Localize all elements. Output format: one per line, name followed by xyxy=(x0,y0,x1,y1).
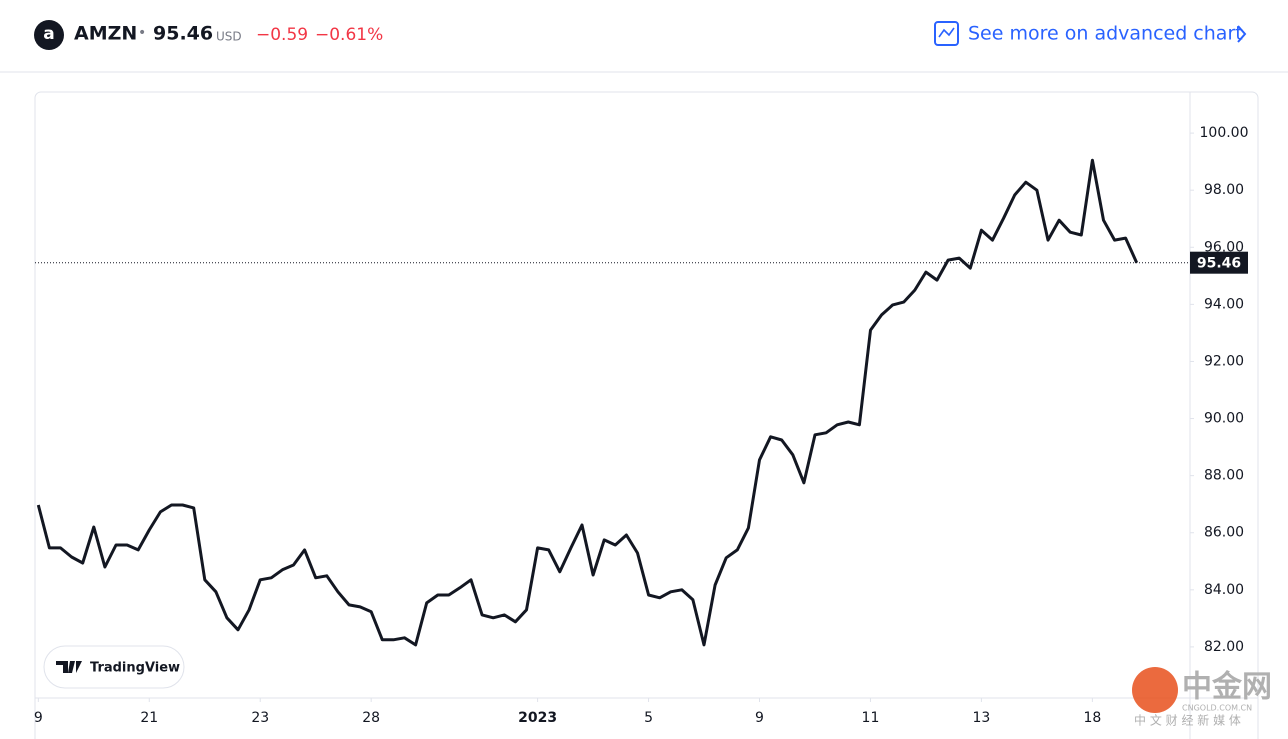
last-price-tag xyxy=(1190,251,1248,274)
advanced-chart-link[interactable]: See more on advanced chart xyxy=(968,23,1243,45)
x-tick-label: 13 xyxy=(972,710,990,726)
watermark-tagline: 中 文 财 经 新 媒 体 xyxy=(1134,713,1241,728)
separator: • xyxy=(138,25,146,41)
y-tick-label: 84.00 xyxy=(1204,582,1244,598)
chart-icon-line xyxy=(938,27,955,38)
y-tick-label: 86.00 xyxy=(1204,525,1244,541)
x-tick-label: 9 xyxy=(34,710,43,726)
badge xyxy=(43,645,185,689)
y-tick-label: 88.00 xyxy=(1204,468,1244,484)
symbol: AMZN xyxy=(74,23,137,45)
x-tick-label: 28 xyxy=(362,710,380,726)
x-tick-label: 5 xyxy=(644,710,653,726)
y-tick-label: 90.00 xyxy=(1204,411,1244,427)
watermark-site: CNGOLD.COM.CN xyxy=(1182,704,1252,713)
x-tick-label: 23 xyxy=(251,710,269,726)
watermark-brand: 中金网 xyxy=(1182,670,1272,705)
x-tick-label: 18 xyxy=(1083,710,1101,726)
badge-logo xyxy=(56,661,82,673)
chart-icon[interactable] xyxy=(934,21,959,46)
x-tick-label: 21 xyxy=(140,710,158,726)
last-price-label: 95.46 xyxy=(1197,256,1241,272)
y-tick-label: 100.00 xyxy=(1200,125,1249,141)
logo xyxy=(34,20,64,50)
change: −0.59 xyxy=(256,25,308,45)
chevron xyxy=(1237,25,1247,43)
currency: USD xyxy=(216,30,242,44)
change-percent: −0.61% xyxy=(315,25,383,45)
price-line xyxy=(36,158,1139,647)
chart-frame xyxy=(34,91,1259,739)
y-tick-label: 96.00 xyxy=(1204,239,1244,255)
badge-text: TradingView xyxy=(90,661,180,676)
y-tick-label: 82.00 xyxy=(1204,639,1244,655)
plot: 82.00 84.00 86.00 88.00 90.00 92.00 94.00 96.00… xyxy=(34,125,1249,726)
x-tick-label: 2023 xyxy=(518,710,557,726)
y-tick-label: 92.00 xyxy=(1204,353,1244,369)
logo-letter: a xyxy=(43,24,54,44)
y-tick-label: 94.00 xyxy=(1204,296,1244,312)
y-tick-label: 98.00 xyxy=(1204,182,1244,198)
x-tick-label: 11 xyxy=(862,710,880,726)
price: 95.46 xyxy=(153,23,213,45)
x-tick-label: 9 xyxy=(755,710,764,726)
watermark-logo xyxy=(1132,667,1178,713)
